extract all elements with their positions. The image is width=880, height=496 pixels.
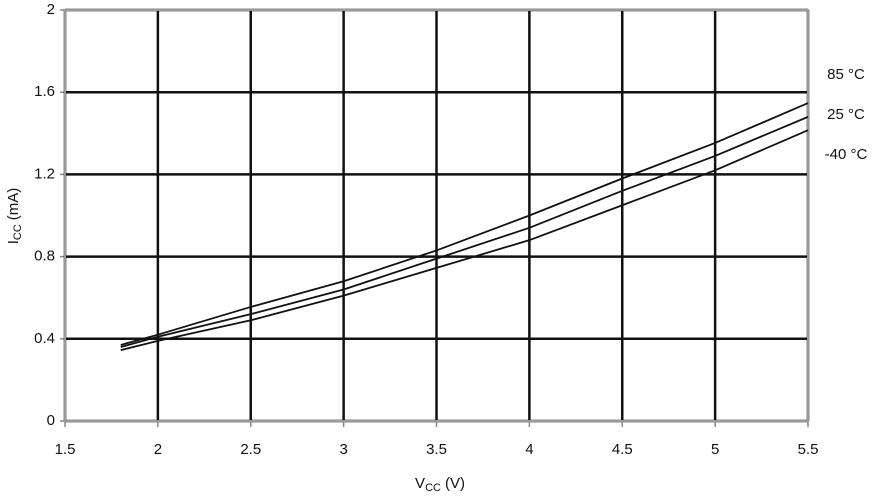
- y-tick-label: 0: [47, 412, 55, 429]
- series-label: -40 °C: [825, 146, 868, 163]
- series-line: [120, 102, 809, 346]
- y-tick-label: 1.6: [34, 83, 55, 100]
- series-line: [120, 116, 809, 348]
- y-axis-label: ICC(mA): [5, 188, 24, 245]
- x-tick-label: 3: [339, 441, 347, 458]
- series-line: [120, 129, 809, 351]
- x-tick-label: 4: [525, 441, 533, 458]
- x-axis-label: VCC (V): [415, 475, 465, 494]
- plot-border: [64, 9, 809, 422]
- x-tick-label: 3.5: [426, 441, 447, 458]
- x-tick-label: 2.5: [240, 441, 261, 458]
- y-tick-label: 0.8: [34, 248, 55, 265]
- x-tick-label: 2: [154, 441, 162, 458]
- x-tick-label: 5: [711, 441, 719, 458]
- y-tick-label: 0.4: [34, 330, 55, 347]
- y-tick-label: 1.2: [34, 165, 55, 182]
- x-tick-label: 1.5: [55, 441, 76, 458]
- series-label: 85 °C: [827, 66, 865, 83]
- y-tick-label: 2: [47, 1, 55, 18]
- x-tick-label: 4.5: [612, 441, 633, 458]
- series-label: 25 °C: [827, 106, 865, 123]
- x-tick-label: 5.5: [798, 441, 819, 458]
